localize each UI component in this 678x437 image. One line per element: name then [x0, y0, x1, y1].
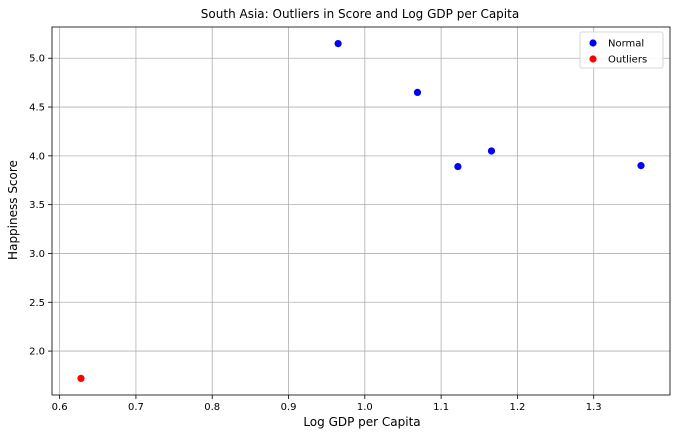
data-points: [77, 39, 645, 383]
y-tick-label: 4.0: [29, 151, 45, 162]
x-tick-label: 1.2: [509, 402, 525, 413]
x-axis-label: Log GDP per Capita: [303, 415, 420, 429]
data-point-normal: [637, 162, 645, 170]
y-axis-label: Happiness Score: [6, 160, 20, 260]
chart-title: South Asia: Outliers in Score and Log GD…: [201, 7, 519, 21]
data-point-normal: [487, 147, 496, 155]
data-point-normal: [454, 162, 462, 171]
legend-label-normal: Normal: [608, 39, 644, 50]
x-tick-label: 1.1: [433, 402, 449, 413]
x-tick-label: 0.9: [281, 402, 297, 413]
grid: [52, 27, 670, 395]
x-tick-label: 0.8: [204, 402, 220, 413]
plot-frame: [51, 26, 671, 396]
y-tick-label: 3.0: [29, 249, 45, 260]
x-tick-label: 1.3: [586, 402, 602, 413]
x-axis-ticks: 0.6 0.7 0.8 0.9 1.0 1.1 1.2 1.3: [52, 395, 602, 413]
x-tick-label: 0.7: [128, 402, 144, 413]
y-tick-label: 4.5: [29, 103, 45, 114]
data-point-outliers: [77, 374, 85, 383]
data-point-normal: [413, 88, 422, 97]
y-axis-ticks: 2.0 2.5 3.0 3.5 4.0 4.5 5.0: [29, 54, 52, 358]
y-tick-label: 3.5: [29, 200, 45, 211]
y-tick-label: 5.0: [29, 54, 45, 65]
data-point-normal: [334, 39, 342, 48]
legend-box: [579, 31, 664, 69]
legend: Normal Outliers: [579, 31, 664, 69]
y-tick-label: 2.0: [29, 347, 45, 358]
x-tick-label: 1.0: [357, 402, 373, 413]
legend-marker-normal: [589, 39, 597, 47]
legend-label-outliers: Outliers: [608, 55, 647, 66]
legend-marker-outliers: [589, 55, 597, 63]
x-tick-label: 0.6: [52, 402, 68, 413]
y-tick-label: 2.5: [29, 298, 45, 309]
